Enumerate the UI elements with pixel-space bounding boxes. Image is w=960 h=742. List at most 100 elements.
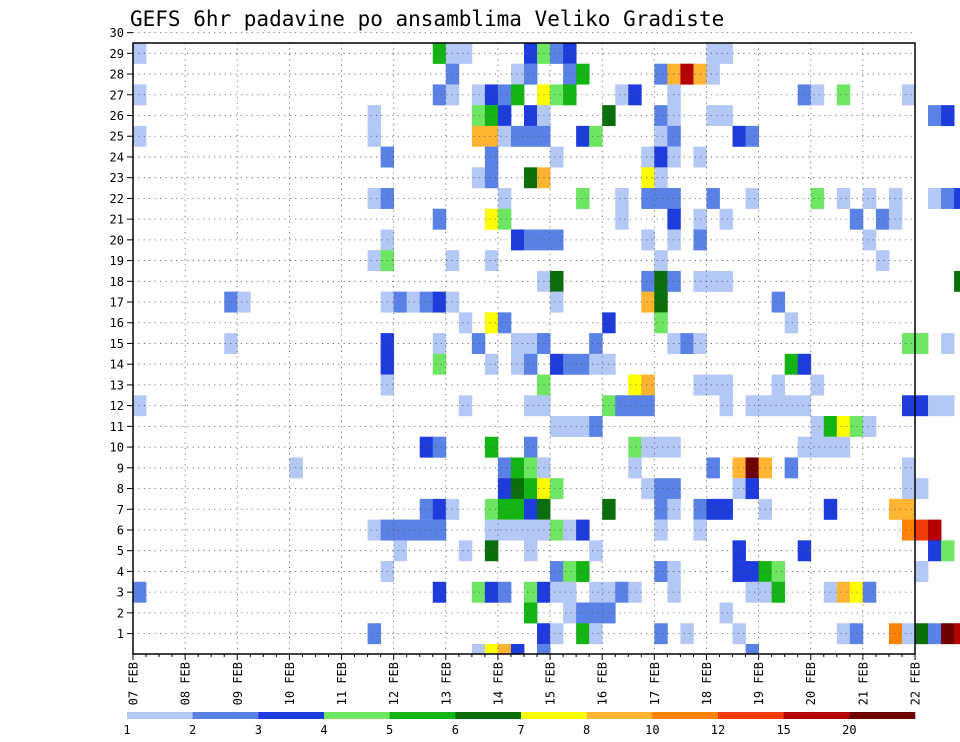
heatmap-cell bbox=[133, 84, 147, 106]
heatmap-cell bbox=[706, 63, 720, 85]
heatmap-cell bbox=[563, 84, 577, 106]
heatmap-cell bbox=[550, 291, 564, 313]
heatmap-cell bbox=[797, 436, 812, 458]
heatmap-cell bbox=[641, 229, 655, 251]
heatmap-cell bbox=[680, 333, 694, 355]
heatmap-cell bbox=[875, 208, 890, 230]
heatmap-cell bbox=[393, 519, 408, 541]
y-tick-label: 9 bbox=[117, 461, 124, 475]
y-tick-label: 4 bbox=[117, 565, 124, 579]
heatmap-cell bbox=[641, 146, 655, 168]
heatmap-cell bbox=[901, 333, 916, 355]
heatmap-cell bbox=[836, 623, 851, 645]
heatmap-cell bbox=[941, 188, 955, 209]
legend-swatch bbox=[389, 712, 456, 719]
heatmap-cell bbox=[771, 374, 786, 396]
heatmap-cell bbox=[615, 208, 629, 230]
heatmap-cell bbox=[654, 561, 668, 582]
heatmap-cell bbox=[836, 416, 851, 437]
heatmap-cell bbox=[654, 250, 668, 272]
legend-swatch bbox=[192, 712, 259, 719]
heatmap-cell bbox=[719, 498, 733, 520]
heatmap-cell bbox=[719, 270, 733, 292]
heatmap-cell bbox=[719, 374, 733, 396]
gridlines bbox=[133, 32, 915, 654]
y-tick-label: 27 bbox=[110, 88, 124, 102]
heatmap-cell bbox=[915, 519, 929, 541]
heatmap-cell bbox=[589, 581, 603, 603]
heatmap-cell bbox=[576, 416, 590, 437]
heatmap-cell bbox=[524, 581, 538, 603]
heatmap-cell bbox=[628, 581, 642, 603]
heatmap-cell bbox=[497, 457, 512, 479]
y-tick-label: 6 bbox=[117, 523, 124, 537]
heatmap-cell bbox=[393, 291, 408, 313]
x-tick-label: 15 FEB bbox=[544, 662, 558, 705]
y-tick-label: 13 bbox=[110, 378, 124, 392]
heatmap-cell bbox=[419, 291, 434, 313]
heatmap-cell bbox=[510, 333, 525, 355]
legend-label: 1 bbox=[123, 723, 130, 737]
heatmap-cell bbox=[706, 105, 720, 127]
heatmap-cell bbox=[432, 498, 447, 520]
heatmap-cell bbox=[432, 353, 447, 375]
heatmap-cell bbox=[367, 188, 382, 209]
y-tick-label: 21 bbox=[110, 213, 124, 227]
heatmap-cell bbox=[497, 498, 512, 520]
heatmap-cell bbox=[510, 84, 525, 106]
y-axis: 1234567891011121314151617181920212223242… bbox=[110, 26, 133, 641]
heatmap-cell bbox=[484, 125, 499, 147]
legend-label: 2 bbox=[189, 723, 196, 737]
heatmap-cell bbox=[563, 43, 577, 64]
y-tick-label: 18 bbox=[110, 275, 124, 289]
heatmap-cell bbox=[510, 498, 525, 520]
heatmap-cell bbox=[497, 125, 512, 147]
heatmap-cell bbox=[550, 519, 564, 541]
heatmap-cell bbox=[888, 188, 903, 209]
heatmap-cell bbox=[615, 188, 629, 209]
x-tick-label: 10 FEB bbox=[283, 662, 297, 705]
heatmap-cell bbox=[745, 581, 759, 603]
y-tick-label: 17 bbox=[110, 296, 124, 310]
heatmap-cell bbox=[432, 436, 447, 458]
heatmap-cell bbox=[941, 395, 955, 417]
legend-label: 7 bbox=[517, 723, 524, 737]
heatmap-cell bbox=[680, 63, 694, 85]
heatmap-cell bbox=[471, 105, 486, 127]
heatmap-cell bbox=[771, 395, 786, 417]
heatmap-cell bbox=[471, 643, 486, 655]
y-tick-label: 29 bbox=[110, 47, 124, 61]
heatmap-cell bbox=[537, 643, 551, 655]
heatmap-cell bbox=[641, 188, 655, 209]
heatmap-cell bbox=[510, 457, 525, 479]
heatmap-cell bbox=[497, 478, 512, 500]
heatmap-cell bbox=[928, 540, 942, 562]
heatmap-cell bbox=[628, 436, 642, 458]
heatmap-cell bbox=[888, 498, 903, 520]
heatmap-cell bbox=[550, 84, 564, 106]
x-axis: 07 FEB 08 FEB 09 FEB 10 FEB 11 FEB 12 FEB 13 F… bbox=[127, 654, 923, 705]
heatmap-cell bbox=[928, 395, 942, 417]
heatmap-cell bbox=[497, 581, 512, 603]
heatmap-cell bbox=[133, 395, 147, 417]
heatmap-cell bbox=[484, 643, 499, 655]
heatmap-cell bbox=[367, 250, 382, 272]
y-tick-label: 19 bbox=[110, 254, 124, 268]
heatmap-cell bbox=[745, 643, 759, 655]
y-tick-label: 22 bbox=[110, 192, 124, 206]
heatmap-cell bbox=[458, 395, 473, 417]
heatmap-cell bbox=[563, 602, 577, 624]
y-tick-label: 20 bbox=[110, 233, 124, 247]
heatmap-cell bbox=[641, 395, 655, 417]
heatmap-cell bbox=[406, 291, 421, 313]
heatmap-cell bbox=[654, 478, 668, 500]
y-tick-label: 8 bbox=[117, 482, 124, 496]
heatmap-cell bbox=[706, 188, 720, 209]
chart-title: GEFS 6hr padavine po ansamblima Veliko G… bbox=[130, 7, 724, 31]
heatmap-cell bbox=[784, 457, 799, 479]
heatmap-cell bbox=[576, 125, 590, 147]
legend-swatch bbox=[652, 712, 719, 719]
heatmap-cell bbox=[510, 63, 525, 85]
heatmap-cell bbox=[628, 457, 642, 479]
